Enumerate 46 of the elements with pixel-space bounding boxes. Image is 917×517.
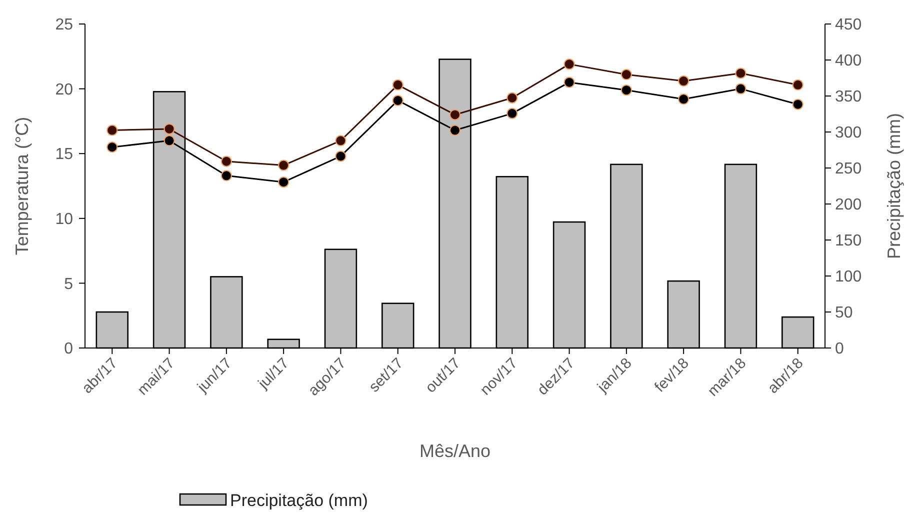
point xyxy=(220,170,232,182)
y2-tick-label: 400 xyxy=(835,52,862,70)
point xyxy=(678,94,690,105)
y2-tick-label: 50 xyxy=(835,304,853,322)
point xyxy=(106,124,118,136)
point xyxy=(278,160,290,171)
y-tick-label: 15 xyxy=(55,146,74,164)
point xyxy=(392,94,404,106)
point xyxy=(678,76,690,87)
point xyxy=(792,98,804,110)
y2-tick-label: 100 xyxy=(835,268,862,286)
point xyxy=(164,135,175,146)
point xyxy=(735,83,746,94)
y-tick-label: 25 xyxy=(55,16,74,34)
point xyxy=(564,76,575,88)
y2-tick-label: 300 xyxy=(835,124,862,142)
y2-tick-label: 250 xyxy=(835,160,862,178)
point xyxy=(450,109,460,120)
point xyxy=(792,79,804,90)
point xyxy=(392,79,404,90)
y-axis-title: Temperatura (°C) xyxy=(12,116,32,256)
point xyxy=(506,108,518,119)
point xyxy=(220,156,232,167)
point xyxy=(620,69,632,80)
y-tick-label: 20 xyxy=(55,81,74,98)
point xyxy=(335,135,346,146)
point xyxy=(278,176,290,188)
y2-tick-label: 450 xyxy=(835,16,862,34)
legend-label: Precipitação (mm) xyxy=(230,490,368,510)
y2-tick-label: 200 xyxy=(835,196,862,214)
point xyxy=(450,124,460,136)
point xyxy=(164,123,175,134)
point xyxy=(106,142,118,153)
y2-tick-label: 0 xyxy=(835,340,844,358)
y-tick-label: 0 xyxy=(64,340,74,358)
y-tick-label: 10 xyxy=(55,211,74,228)
point xyxy=(506,92,518,104)
x-axis-title: Mês/Ano xyxy=(419,441,491,461)
y2-axis-title: Precipitação (mm) xyxy=(884,112,904,260)
point xyxy=(620,84,632,96)
y2-tick-label: 350 xyxy=(835,88,862,106)
point xyxy=(335,150,346,162)
point xyxy=(735,68,746,79)
point xyxy=(564,58,575,70)
y-tick-label: 5 xyxy=(64,276,74,293)
y2-tick-label: 150 xyxy=(835,232,862,250)
